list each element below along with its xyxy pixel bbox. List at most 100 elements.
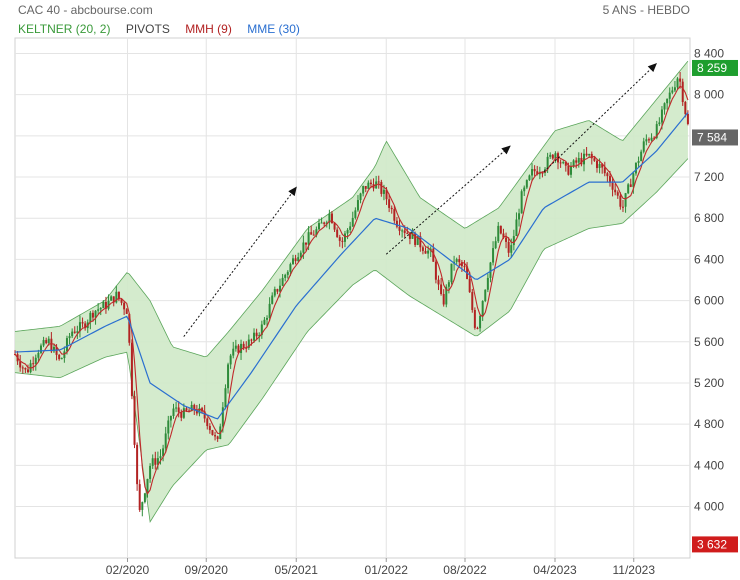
candle-body xyxy=(611,182,614,190)
candle-body xyxy=(237,345,240,354)
candle-body xyxy=(234,345,237,349)
candle-body xyxy=(159,456,162,459)
candle-body xyxy=(538,172,541,175)
candle-body xyxy=(281,277,284,286)
candle-body xyxy=(395,220,398,227)
candle-body xyxy=(336,229,339,238)
candle-body xyxy=(567,165,570,175)
candle-body xyxy=(99,308,102,310)
candle-body xyxy=(34,357,37,364)
candle-body xyxy=(572,160,575,167)
candle-body xyxy=(125,309,128,314)
candle-body xyxy=(177,407,180,413)
candle-body xyxy=(582,153,585,165)
candle-body xyxy=(580,157,583,165)
candle-body xyxy=(520,191,523,214)
candle-body xyxy=(411,232,414,239)
candle-body xyxy=(681,81,684,103)
candle-body xyxy=(341,240,344,242)
candle-body xyxy=(655,124,658,138)
legend-mme[interactable]: MME (30) xyxy=(247,22,300,36)
candle-body xyxy=(154,458,157,465)
candle-body xyxy=(440,284,443,294)
candle-body xyxy=(164,433,167,449)
candle-body xyxy=(588,153,591,156)
candle-body xyxy=(473,309,476,328)
candle-body xyxy=(229,355,232,365)
candle-body xyxy=(307,232,310,245)
candle-body xyxy=(416,236,419,245)
candle-body xyxy=(564,162,567,166)
candle-body xyxy=(408,233,411,239)
candle-body xyxy=(629,184,632,187)
candle-body xyxy=(380,182,383,194)
candle-body xyxy=(172,408,175,417)
candle-body xyxy=(601,163,604,168)
candle-body xyxy=(455,259,458,262)
candle-body xyxy=(388,199,391,208)
candle-body xyxy=(232,348,235,356)
candle-body xyxy=(427,250,430,254)
candle-body xyxy=(156,458,159,465)
candle-body xyxy=(460,262,463,267)
candle-body xyxy=(110,296,113,301)
plot-frame xyxy=(14,37,691,559)
legend-mmh[interactable]: MMH (9) xyxy=(185,22,232,36)
y-tick-label: 6 400 xyxy=(694,252,724,266)
candle-body xyxy=(632,173,635,187)
candle-body xyxy=(481,300,484,317)
candle-body xyxy=(26,369,29,373)
chart-legend: KELTNER (20, 2) PIVOTS MMH (9) MME (30) xyxy=(18,22,312,36)
legend-keltner[interactable]: KELTNER (20, 2) xyxy=(18,22,111,36)
candle-body xyxy=(650,137,653,141)
candle-body xyxy=(188,410,191,412)
candle-body xyxy=(162,448,165,457)
candle-body xyxy=(502,233,505,238)
candle-body xyxy=(258,335,261,337)
candle-body xyxy=(484,289,487,301)
candle-body xyxy=(471,292,474,310)
candle-body xyxy=(130,342,133,397)
candle-body xyxy=(450,263,453,283)
candle-body xyxy=(432,248,435,262)
candle-body xyxy=(419,236,422,248)
candle-body xyxy=(276,289,279,292)
candle-body xyxy=(536,171,539,175)
candle-body xyxy=(640,151,643,162)
candle-body xyxy=(627,184,630,194)
candle-body xyxy=(463,266,466,268)
candle-body xyxy=(330,213,333,224)
legend-pivots[interactable]: PIVOTS xyxy=(125,22,170,36)
price-tag-label: 7 584 xyxy=(697,130,727,144)
candle-body xyxy=(663,103,666,110)
candle-body xyxy=(193,405,196,411)
candle-body xyxy=(37,352,40,358)
candle-body xyxy=(240,343,243,354)
candle-body xyxy=(253,332,256,341)
candle-body xyxy=(242,343,245,348)
candle-body xyxy=(310,232,313,235)
candle-body xyxy=(198,408,201,414)
candle-body xyxy=(510,245,513,253)
candle-body xyxy=(505,237,508,242)
candle-body xyxy=(676,78,679,88)
candle-body xyxy=(133,396,136,445)
candle-body xyxy=(247,339,250,348)
candle-body xyxy=(658,122,661,125)
moving-averages xyxy=(14,85,689,495)
candle-body xyxy=(136,444,139,485)
candle-body xyxy=(349,226,352,230)
candle-body xyxy=(146,478,149,494)
candle-body xyxy=(32,363,35,365)
candle-body xyxy=(445,286,448,305)
candle-body xyxy=(214,435,217,437)
candle-body xyxy=(684,102,687,114)
candle-body xyxy=(595,160,598,169)
x-tick-label: 01/2022 xyxy=(365,563,409,577)
trend-arrows xyxy=(183,63,657,337)
candle-body xyxy=(50,338,53,352)
candle-body xyxy=(91,312,94,318)
candle-body xyxy=(185,408,188,411)
y-tick-label: 8 000 xyxy=(694,88,724,102)
